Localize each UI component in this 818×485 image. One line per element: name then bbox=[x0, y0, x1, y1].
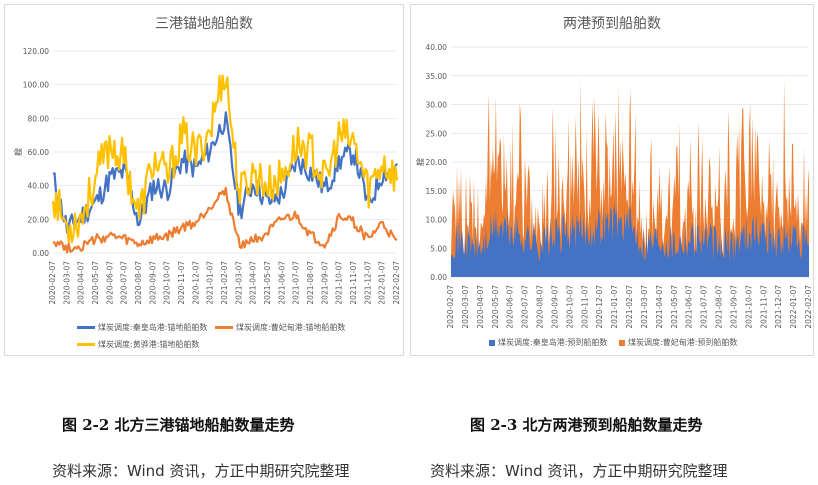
x-tick-label: 2020-06-07 bbox=[105, 261, 114, 305]
x-tick-label: 2020-08-07 bbox=[134, 261, 143, 305]
x-tick-label: 2021-07-07 bbox=[700, 285, 709, 329]
x-tick-label: 2021-10-07 bbox=[744, 285, 753, 329]
x-tick-label: 2021-09-07 bbox=[729, 285, 738, 329]
x-tick-label: 2021-02-07 bbox=[625, 285, 634, 329]
x-tick-label: 2020-05-07 bbox=[491, 285, 500, 329]
x-tick-label: 2022-02-07 bbox=[804, 285, 813, 329]
y-tick-label: 80.00 bbox=[28, 114, 50, 123]
x-tick-label: 2021-02-07 bbox=[220, 261, 229, 305]
y-tick-label: 15.00 bbox=[426, 187, 448, 196]
y-tick-label: 100.00 bbox=[23, 81, 49, 90]
series-line-2 bbox=[51, 74, 399, 244]
left-source-note: 资料来源：Wind 资讯，方正中期研究院整理 bbox=[52, 462, 350, 480]
right-chart-svg: 40.00 35.00 30.00 25.00 20.00 15.00 10.00 5.00 0… bbox=[415, 43, 813, 329]
left-chart-panel: 三港锚地船舶数 120.00 100.00 80.00 60.00 40.00 20.00… bbox=[4, 4, 404, 356]
x-tick-label: 2021-01-07 bbox=[610, 285, 619, 329]
legend-label: 煤炭调度:秦皇岛港:锚地船舶数 bbox=[98, 323, 208, 332]
x-tick-label: 2021-03-07 bbox=[234, 261, 243, 305]
series-area-1 bbox=[451, 79, 809, 277]
y-tick-label: 25.00 bbox=[426, 129, 448, 138]
x-tick-label: 2020-02-07 bbox=[446, 285, 455, 329]
x-tick-label: 2021-03-07 bbox=[640, 285, 649, 329]
x-tick-label: 2020-11-07 bbox=[177, 261, 186, 305]
y-tick-label: 10.00 bbox=[426, 216, 448, 225]
x-tick-label: 2020-09-07 bbox=[148, 261, 157, 305]
series-area-0 bbox=[451, 203, 809, 277]
y-axis-label: 艘 bbox=[415, 158, 425, 166]
x-tick-label: 2021-08-07 bbox=[306, 261, 315, 305]
x-tick-label: 2022-01-07 bbox=[789, 285, 798, 329]
x-tick-label: 2020-05-07 bbox=[91, 261, 100, 305]
legend-label: 煤炭调度:曹妃甸港:预到船舶数 bbox=[628, 338, 738, 347]
legend-swatch-blue bbox=[489, 339, 495, 346]
x-tick-label: 2020-02-07 bbox=[48, 261, 57, 305]
y-tick-label: 0.00 bbox=[32, 249, 49, 258]
right-chart-title: 两港预到船舶数 bbox=[563, 16, 661, 32]
legend-label: 煤炭调度:秦皇岛港:预到船舶数 bbox=[498, 338, 608, 347]
y-tick-label: 40.00 bbox=[426, 43, 448, 52]
x-tick-label: 2020-03-07 bbox=[461, 285, 470, 329]
x-tick-label: 2021-01-07 bbox=[206, 261, 215, 305]
y-tick-label: 60.00 bbox=[28, 148, 50, 157]
legend-label: 煤炭调度:曹妃甸港:锚地船舶数 bbox=[236, 323, 346, 332]
x-tick-label: 2021-09-07 bbox=[320, 261, 329, 305]
x-tick-label: 2022-01-07 bbox=[378, 261, 387, 305]
left-figure-caption: 图 2-2 北方三港锚地船舶数量走势 bbox=[62, 416, 295, 434]
legend-item-qhd-anchorage: 煤炭调度:秦皇岛港:锚地船舶数 bbox=[77, 321, 207, 334]
y-tick-label: 0.00 bbox=[430, 273, 447, 282]
x-tick-label: 2020-10-07 bbox=[163, 261, 172, 305]
legend-swatch-yellow bbox=[77, 343, 95, 346]
left-chart-svg: 120.00 100.00 80.00 60.00 40.00 20.00 0.00 2020… bbox=[13, 47, 401, 305]
x-tick-label: 2020-07-07 bbox=[120, 261, 129, 305]
right-chart-panel: 两港预到船舶数 40.00 35.00 30.00 25.00 20.00 15.00 10… bbox=[410, 4, 814, 356]
legend-item-hh-anchorage: 煤炭调度:黄骅港:锚地船舶数 bbox=[77, 338, 199, 351]
x-tick-label: 2021-10-07 bbox=[335, 261, 344, 305]
x-tick-label: 2021-06-07 bbox=[277, 261, 286, 305]
y-tick-label: 20.00 bbox=[28, 215, 50, 224]
y-tick-label: 5.00 bbox=[430, 244, 447, 253]
series-line-0 bbox=[52, 111, 398, 234]
x-tick-label: 2020-04-07 bbox=[77, 261, 86, 305]
x-tick-label: 2020-04-07 bbox=[476, 285, 485, 329]
x-tick-label: 2021-04-07 bbox=[249, 261, 258, 305]
x-tick-label: 2020-10-07 bbox=[565, 285, 574, 329]
x-tick-label: 2020-08-07 bbox=[536, 285, 545, 329]
x-tick-label: 2021-12-07 bbox=[363, 261, 372, 305]
legend-swatch-blue bbox=[77, 326, 95, 329]
y-tick-label: 20.00 bbox=[426, 158, 448, 167]
y-tick-label: 30.00 bbox=[426, 101, 448, 110]
x-tick-label: 2020-12-07 bbox=[191, 261, 200, 305]
y-tick-label: 35.00 bbox=[426, 72, 448, 81]
x-tick-label: 2020-06-07 bbox=[506, 285, 515, 329]
y-tick-label: 40.00 bbox=[28, 182, 50, 191]
x-tick-label: 2020-03-07 bbox=[62, 261, 71, 305]
legend-item-cfd-expected: 煤炭调度:曹妃甸港:预到船舶数 bbox=[619, 336, 737, 349]
x-tick-label: 2021-11-07 bbox=[349, 261, 358, 305]
x-tick-label: 2021-06-07 bbox=[685, 285, 694, 329]
x-tick-label: 2021-08-07 bbox=[715, 285, 724, 329]
x-tick-label: 2020-11-07 bbox=[580, 285, 589, 329]
y-axis-label: 艘 bbox=[13, 148, 23, 156]
x-tick-label: 2021-05-07 bbox=[670, 285, 679, 329]
x-tick-label: 2020-09-07 bbox=[550, 285, 559, 329]
legend-item-cfd-anchorage: 煤炭调度:曹妃甸港:锚地船舶数 bbox=[215, 321, 345, 334]
legend-label: 煤炭调度:黄骅港:锚地船舶数 bbox=[98, 340, 200, 349]
right-source-note: 资料来源：Wind 资讯，方正中期研究院整理 bbox=[430, 462, 728, 480]
series-line-1 bbox=[52, 186, 398, 254]
y-tick-label: 120.00 bbox=[23, 47, 49, 56]
legend-item-qhd-expected: 煤炭调度:秦皇岛港:预到船舶数 bbox=[489, 336, 607, 349]
x-tick-label: 2022-02-07 bbox=[392, 261, 401, 305]
x-tick-label: 2020-07-07 bbox=[521, 285, 530, 329]
x-tick-label: 2020-12-07 bbox=[595, 285, 604, 329]
right-figure-caption: 图 2-3 北方两港预到船舶数量走势 bbox=[470, 416, 703, 434]
x-tick-label: 2021-04-07 bbox=[655, 285, 664, 329]
x-tick-label: 2021-12-07 bbox=[774, 285, 783, 329]
x-tick-label: 2021-05-07 bbox=[263, 261, 272, 305]
legend-swatch-orange bbox=[215, 326, 233, 329]
legend-swatch-orange bbox=[619, 339, 625, 346]
x-tick-label: 2021-07-07 bbox=[292, 261, 301, 305]
left-chart-title: 三港锚地船舶数 bbox=[155, 16, 253, 32]
x-tick-label: 2021-11-07 bbox=[759, 285, 768, 329]
